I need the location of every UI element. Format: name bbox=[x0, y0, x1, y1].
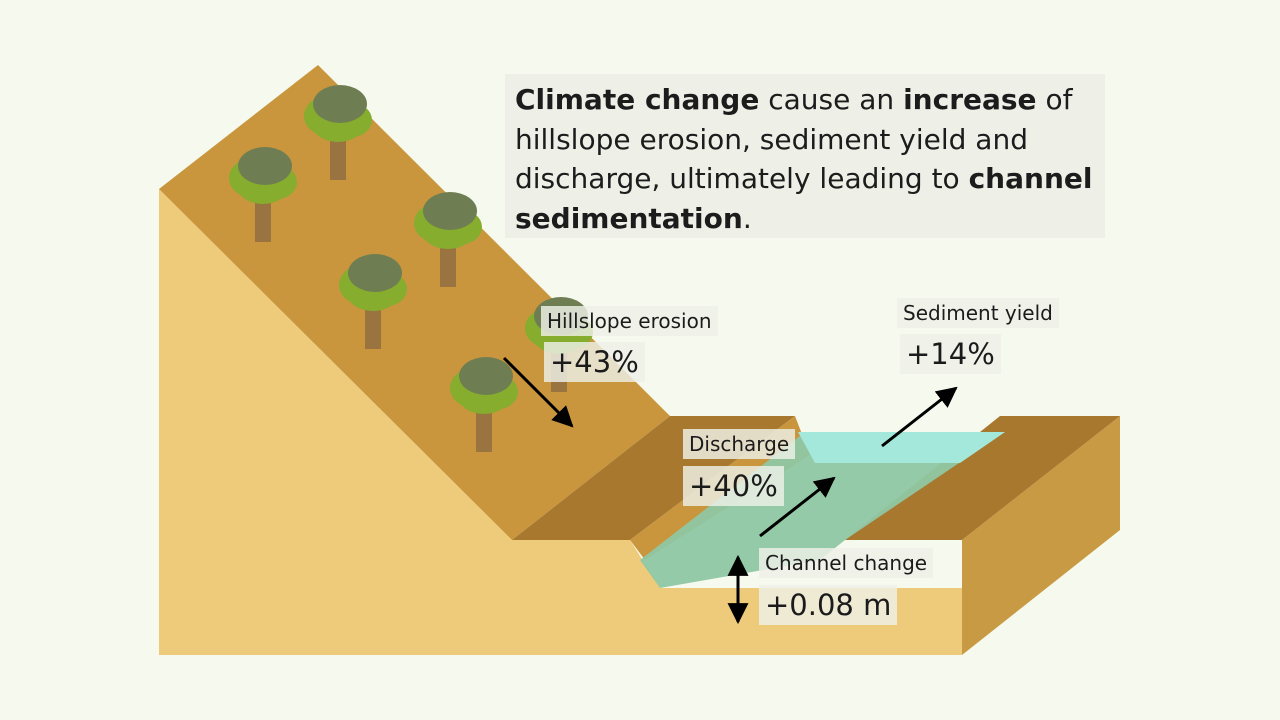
tree-icon bbox=[304, 85, 372, 180]
right-bank-side bbox=[962, 416, 1120, 655]
sediment-yield-label: Sediment yield bbox=[897, 298, 1059, 328]
right-bank-top bbox=[845, 416, 1120, 540]
headline-part: . bbox=[742, 201, 752, 235]
tree-icon bbox=[450, 357, 518, 452]
headline-part: channel sedimentation bbox=[515, 162, 1093, 235]
headline-part: cause an bbox=[759, 83, 904, 116]
headline-part: increase bbox=[903, 83, 1037, 116]
tree-icon bbox=[414, 192, 482, 287]
water-surface bbox=[798, 432, 1005, 463]
discharge-label: Discharge bbox=[683, 429, 796, 459]
sediment-yield-arrow bbox=[881, 386, 958, 448]
headline-part: Climate change bbox=[515, 83, 760, 116]
headline-part: of hillslope erosion, sediment yield and… bbox=[515, 83, 1073, 195]
hillslope-erosion-arrow bbox=[502, 356, 574, 428]
discharge-value: +40% bbox=[683, 466, 784, 506]
channel-change-value: +0.08 m bbox=[759, 585, 898, 625]
tree-icon bbox=[229, 147, 297, 242]
headline-box: Climate change cause an increase of hill… bbox=[505, 74, 1105, 238]
sediment-yield-value: +14% bbox=[900, 334, 1001, 374]
channel-water bbox=[640, 432, 1005, 588]
tree-icon bbox=[339, 254, 407, 349]
discharge-arrow bbox=[759, 476, 836, 538]
ground-front-face bbox=[159, 189, 962, 655]
hillslope-erosion-label: Hillslope erosion bbox=[541, 306, 718, 336]
hillslope-erosion-value: +43% bbox=[544, 342, 645, 382]
channel-change-label: Channel change bbox=[759, 548, 934, 578]
